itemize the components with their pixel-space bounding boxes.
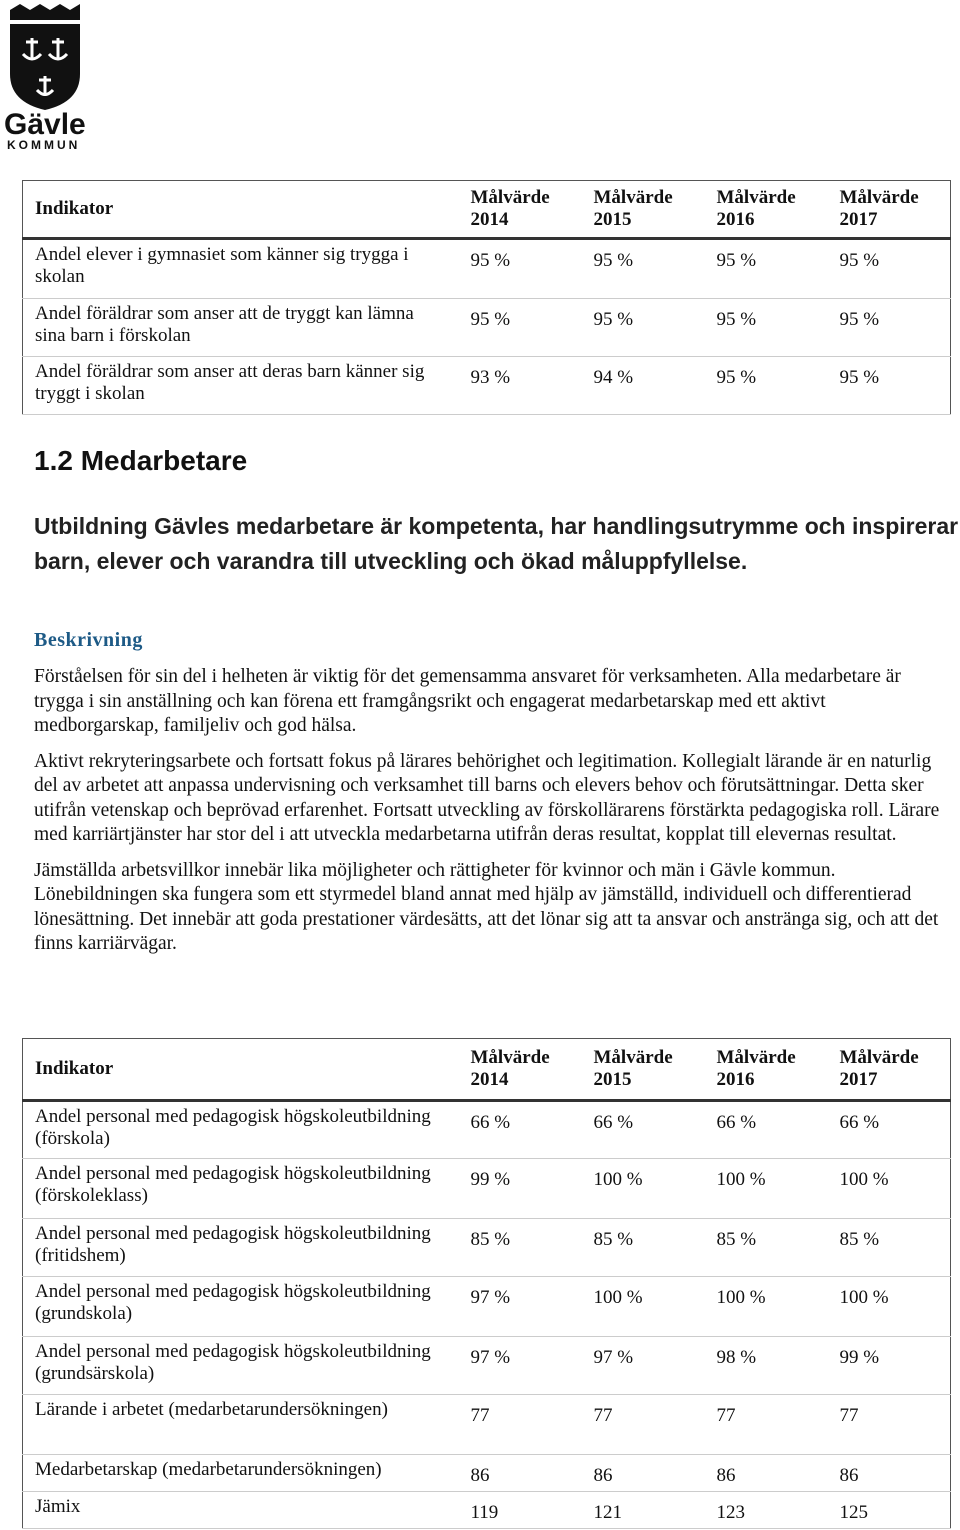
indicator-cell: Lärande i arbetet (medarbetarundersöknin… [22, 1394, 459, 1455]
row: Andel föräldrar som anser att deras barn… [22, 356, 951, 415]
row: Jämix 119 121 123 125 [22, 1491, 951, 1529]
logo: Gävle KOMMUN [4, 4, 86, 152]
value-cell: 95 % [704, 238, 828, 299]
row: Andel personal med pedagogisk högskoleut… [22, 1158, 951, 1219]
paragraph: Förståelsen för sin del i helheten är vi… [34, 666, 901, 736]
value-cell: 95 % [827, 356, 951, 415]
column-header: Målvärde 2017 [827, 180, 951, 240]
column-header: Målvärde 2015 [581, 180, 705, 240]
value-cell: 93 % [458, 356, 582, 415]
column-header: Målvärde 2016 [704, 1038, 828, 1102]
column-header: Målvärde 2014 [458, 180, 582, 240]
row: Andel personal med pedagogisk högskoleut… [22, 1276, 951, 1337]
value-cell: 95 % [827, 298, 951, 357]
value-cell: 95 % [827, 238, 951, 299]
value-cell: 95 % [704, 356, 828, 415]
indicator-cell: Medarbetarskap (medarbetarundersökningen… [22, 1454, 459, 1492]
value-cell: 86 [581, 1454, 705, 1492]
value-cell: 97 % [458, 1276, 582, 1337]
paragraph: Aktivt rekryteringsarbete och fortsatt f… [34, 750, 940, 846]
column-header: Målvärde 2017 [827, 1038, 951, 1102]
value-cell: 99 % [458, 1158, 582, 1219]
paragraph: Jämställda arbetsvillkor innebär lika mö… [34, 859, 939, 955]
row: Medarbetarskap (medarbetarundersökningen… [22, 1454, 951, 1492]
header-row: Indikator Målvärde 2014 Målvärde 2015 Målvä… [22, 180, 951, 240]
row: Andel elever i gymnasiet som känner sig … [22, 238, 951, 299]
description: Förståelsen för sin del i helheten är vi… [34, 665, 954, 968]
indicator-cell: Jämix [22, 1491, 459, 1529]
row: Andel föräldrar som anser att de tryggt … [22, 298, 951, 357]
value-cell: 95 % [704, 298, 828, 357]
column-header: Målvärde 2016 [704, 180, 828, 240]
indicator-cell: Andel personal med pedagogisk högskoleut… [22, 1158, 459, 1219]
value-cell: 97 % [458, 1336, 582, 1395]
value-cell: 97 % [581, 1336, 705, 1395]
row: Andel personal med pedagogisk högskoleut… [22, 1100, 951, 1159]
value-cell: 95 % [581, 238, 705, 299]
value-cell: 66 % [827, 1100, 951, 1159]
indicator-cell: Andel personal med pedagogisk högskoleut… [22, 1100, 459, 1159]
value-cell: 66 % [704, 1100, 828, 1159]
column-header: Indikator [22, 180, 459, 240]
value-cell: 86 [827, 1454, 951, 1492]
value-cell: 77 [581, 1394, 705, 1455]
value-cell: 94 % [581, 356, 705, 415]
value-cell: 95 % [458, 238, 582, 299]
row: Andel personal med pedagogisk högskoleut… [22, 1218, 951, 1277]
value-cell: 100 % [827, 1276, 951, 1337]
value-cell: 100 % [581, 1158, 705, 1219]
indicator-table: Indikator Målvärde 2014 Målvärde 2015 Målvä… [22, 180, 951, 415]
value-cell: 77 [704, 1394, 828, 1455]
column-header: Målvärde 2015 [581, 1038, 705, 1102]
indicator-cell: Andel föräldrar som anser att deras barn… [22, 356, 459, 415]
column-header: Indikator [22, 1038, 459, 1102]
value-cell: 95 % [458, 298, 582, 357]
value-cell: 77 [458, 1394, 582, 1455]
indicator-cell: Andel elever i gymnasiet som känner sig … [22, 238, 459, 299]
value-cell: 119 [458, 1491, 582, 1529]
value-cell: 100 % [581, 1276, 705, 1337]
value-cell: 77 [827, 1394, 951, 1455]
value-cell: 86 [704, 1454, 828, 1492]
value-cell: 85 % [704, 1218, 828, 1277]
value-cell: 100 % [704, 1276, 828, 1337]
indicator-cell: Andel personal med pedagogisk högskoleut… [22, 1276, 459, 1337]
value-cell: 85 % [581, 1218, 705, 1277]
value-cell: 95 % [581, 298, 705, 357]
indicator-cell: Andel personal med pedagogisk högskoleut… [22, 1336, 459, 1395]
value-cell: 85 % [827, 1218, 951, 1277]
row: Lärande i arbetet (medarbetarundersöknin… [22, 1394, 951, 1455]
value-cell: 85 % [458, 1218, 582, 1277]
indicator-table: Indikator Målvärde 2014 Målvärde 2015 Målvä… [22, 1038, 951, 1529]
value-cell: 86 [458, 1454, 582, 1492]
value-cell: 125 [827, 1491, 951, 1529]
logo-sub: KOMMUN [7, 138, 80, 152]
value-cell: 123 [704, 1491, 828, 1529]
logo-name: Gävle [4, 108, 86, 141]
goal: Utbildning Gävles medarbetare är kompete… [34, 513, 959, 574]
value-cell: 66 % [581, 1100, 705, 1159]
header-row: Indikator Målvärde 2014 Målvärde 2015 Målvä… [22, 1038, 951, 1102]
indicator-cell: Andel personal med pedagogisk högskoleut… [22, 1218, 459, 1277]
value-cell: 99 % [827, 1336, 951, 1395]
indicator-cell: Andel föräldrar som anser att de tryggt … [22, 298, 459, 357]
value-cell: 66 % [458, 1100, 582, 1159]
value-cell: 100 % [704, 1158, 828, 1219]
row: Andel personal med pedagogisk högskoleut… [22, 1336, 951, 1395]
column-header: Målvärde 2014 [458, 1038, 582, 1102]
value-cell: 100 % [827, 1158, 951, 1219]
section-heading: 1.2 Medarbetare [34, 445, 248, 476]
description-label: Beskrivning [34, 629, 143, 651]
value-cell: 121 [581, 1491, 705, 1529]
value-cell: 98 % [704, 1336, 828, 1395]
